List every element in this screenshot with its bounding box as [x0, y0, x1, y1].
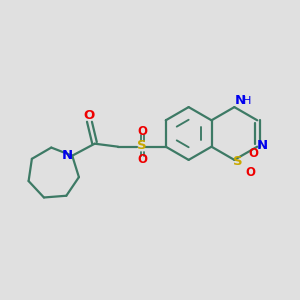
Text: O: O — [137, 153, 147, 166]
Text: O: O — [83, 109, 94, 122]
Text: O: O — [245, 166, 255, 179]
Text: N: N — [235, 94, 246, 107]
Text: N: N — [257, 139, 268, 152]
Text: H: H — [243, 95, 251, 106]
Text: O: O — [248, 147, 258, 160]
Text: O: O — [137, 124, 147, 138]
Text: N: N — [61, 148, 72, 162]
Text: S: S — [233, 155, 243, 168]
Text: S: S — [137, 139, 147, 152]
